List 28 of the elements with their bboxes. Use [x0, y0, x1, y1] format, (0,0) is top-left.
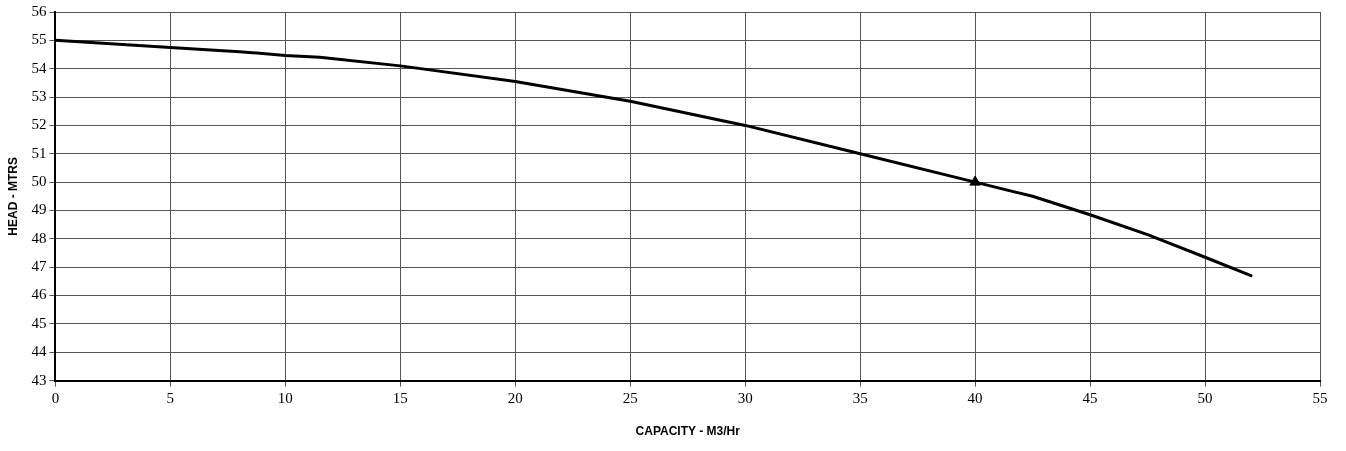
y-tick-label: 45 [31, 314, 47, 331]
y-tick-label: 55 [31, 31, 47, 48]
y-tick-label: 47 [31, 258, 47, 275]
x-axis-title: CAPACITY - M3/Hr [635, 424, 741, 439]
y-tick-label: 46 [31, 286, 47, 303]
y-tick-label: 44 [31, 343, 47, 360]
x-tick-label: 50 [1197, 389, 1213, 406]
y-tick-label: 52 [31, 116, 47, 133]
y-tick-label: 49 [31, 201, 47, 218]
x-tick-label: 55 [1312, 389, 1328, 406]
x-tick-label: 35 [852, 389, 868, 406]
y-tick-label: 48 [31, 229, 47, 246]
x-tick-label: 15 [392, 389, 408, 406]
x-tick-label: 25 [622, 389, 638, 406]
y-tick-label: 54 [31, 59, 47, 76]
y-tick-label: 43 [31, 371, 47, 388]
x-tick-label: 40 [967, 389, 983, 406]
y-tick-label: 53 [31, 88, 47, 104]
y-tick-label: 56 [31, 2, 47, 19]
y-tick-label: 51 [31, 144, 47, 161]
y-tick-label: 50 [31, 173, 47, 190]
x-tick-label: 45 [1082, 389, 1098, 406]
x-tick-label: 30 [737, 389, 753, 406]
x-tick-label: 20 [507, 389, 523, 406]
y-axis-title: HEAD - MTRS [5, 156, 20, 236]
x-tick-label: 5 [166, 389, 175, 406]
x-tick-label: 10 [277, 389, 293, 406]
x-tick-label: 0 [51, 389, 60, 406]
